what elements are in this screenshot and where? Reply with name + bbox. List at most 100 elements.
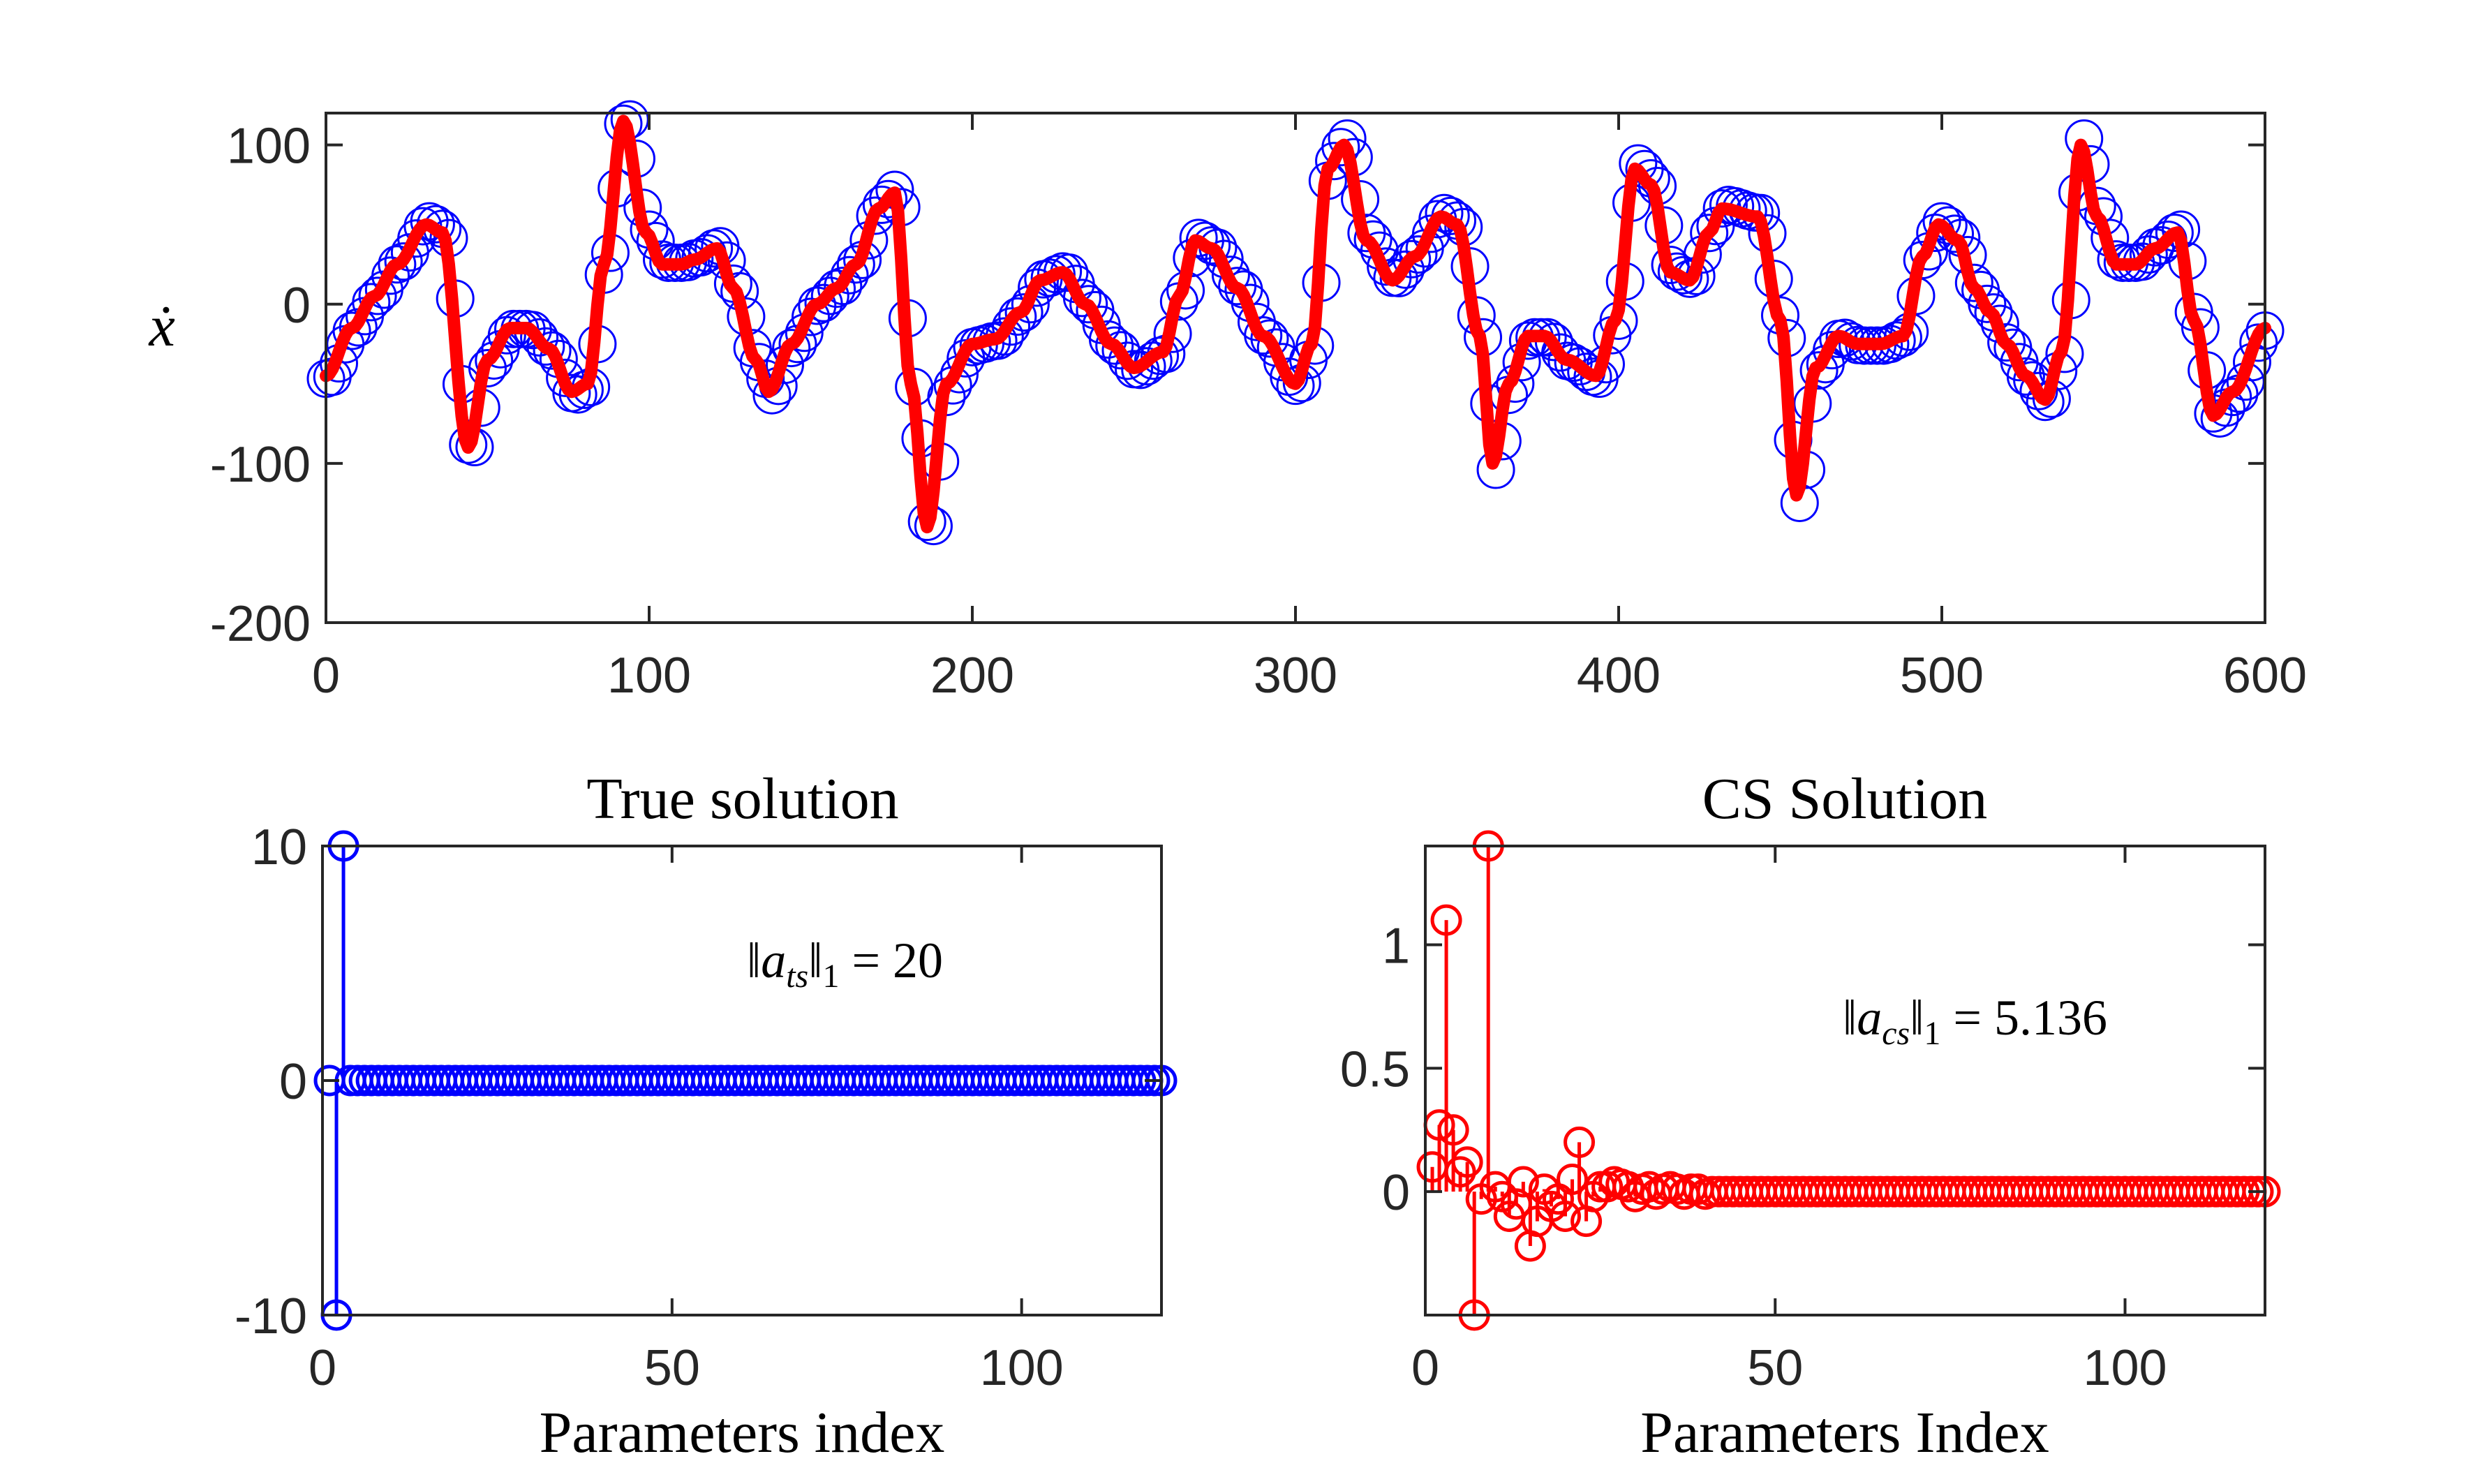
top-blue-marker	[2155, 213, 2194, 252]
left-norm-base: ‖a	[747, 933, 786, 988]
top-blue-marker	[332, 311, 371, 350]
top-blue-marker	[1211, 255, 1250, 295]
top-blue-marker	[2019, 371, 2058, 410]
top-y-tick-label: 0	[283, 278, 311, 334]
top-blue-marker	[384, 242, 423, 281]
right-stem-marker	[1437, 1114, 1469, 1146]
top-blue-marker	[798, 286, 837, 325]
top-blue-marker	[1069, 285, 1108, 324]
top-blue-marker	[1968, 284, 2007, 323]
top-blue-marker	[378, 245, 417, 284]
right-x-tick-label: 100	[2083, 1340, 2167, 1396]
top-series-group	[306, 100, 2285, 546]
left-x-axis-label: Parameters index	[540, 1400, 945, 1465]
right-y-tick-label: 0	[1382, 1165, 1410, 1221]
top-blue-marker	[869, 179, 908, 218]
right-stem-marker	[1507, 1166, 1539, 1198]
top-ticks-group: 0 100 200 300 400 500 600 -200 -100 0 100	[210, 113, 2307, 704]
right-stem-marker	[1444, 1156, 1476, 1188]
top-red-line	[320, 114, 2271, 534]
right-stem-marker	[1612, 1171, 1644, 1203]
top-blue-marker	[358, 276, 397, 316]
top-blue-marker	[792, 297, 830, 336]
right-y-tick-label: 0.5	[1340, 1041, 1410, 1097]
top-blue-marker	[1037, 255, 1076, 294]
top-blue-marker	[1393, 239, 1432, 279]
top-blue-marker	[1425, 193, 1464, 232]
top-blue-marker	[836, 245, 875, 284]
right-norm-post: ‖	[1910, 990, 1924, 1046]
top-blue-marker	[558, 375, 597, 414]
right-norm-base: ‖a	[1843, 990, 1882, 1046]
top-blue-marker	[1250, 319, 1289, 358]
top-x-tick-label: 0	[312, 648, 340, 704]
top-blue-marker	[1954, 263, 1993, 302]
top-blue-marker	[1379, 258, 1418, 297]
top-blue-marker	[1987, 323, 2026, 362]
top-blue-marker	[526, 327, 565, 366]
top-blue-marker	[520, 318, 559, 357]
right-series-group	[1416, 830, 2281, 1331]
top-blue-marker	[468, 349, 507, 388]
top-x-tick-label: 200	[930, 648, 1014, 704]
top-blue-marker	[998, 297, 1037, 336]
top-blue-marker	[1399, 235, 1438, 274]
top-blue-marker	[830, 255, 869, 295]
top-x-tick-label: 400	[1577, 648, 1661, 704]
top-blue-marker	[824, 267, 863, 306]
top-blue-marker	[1813, 331, 1852, 370]
top-blue-marker	[533, 331, 572, 370]
top-blue-marker	[2213, 378, 2252, 417]
left-norm-post: ‖	[808, 933, 822, 988]
top-line-chart: 0 100 200 300 400 500 600 -200 -100 0 100 ẋ	[148, 100, 2307, 704]
left-y-tick-label: 0	[279, 1054, 307, 1110]
top-blue-marker	[1903, 241, 1942, 280]
top-blue-marker	[1690, 214, 1729, 253]
right-stem-marker	[1430, 904, 1462, 936]
top-x-tick-label: 500	[1900, 648, 1984, 704]
left-norm-annotation: ‖ats‖1 = 20	[747, 933, 943, 995]
right-axes-box	[1424, 845, 2266, 1316]
top-blue-marker	[1799, 351, 1839, 390]
right-chart-title: CS Solution	[1702, 766, 1987, 831]
left-x-tick-label: 0	[309, 1340, 336, 1396]
top-blue-marker	[371, 256, 410, 295]
right-x-axis-label: Parameters Index	[1640, 1400, 2049, 1465]
left-y-tick-label: -10	[235, 1289, 307, 1344]
right-norm-sub: cs	[1882, 1015, 1910, 1052]
right-stem-marker	[1564, 1126, 1596, 1158]
top-blue-marker	[2006, 357, 2045, 396]
top-blue-marker	[410, 202, 449, 241]
top-blue-marker	[1541, 333, 1580, 372]
top-blue-marker	[817, 269, 856, 309]
top-blue-marker	[1004, 293, 1044, 332]
right-stem-marker	[1557, 1163, 1589, 1195]
top-x-tick-label: 100	[607, 648, 691, 704]
left-x-tick-label: 50	[644, 1340, 700, 1396]
top-blue-marker	[772, 329, 811, 368]
left-y-tick-label: 10	[251, 819, 307, 875]
top-blue-marker	[992, 307, 1031, 346]
top-y-axis-label: ẋ	[148, 294, 174, 359]
right-x-tick-label: 0	[1411, 1340, 1439, 1396]
top-blue-marker	[1095, 326, 1134, 365]
left-chart-title: True solution	[586, 766, 898, 831]
top-blue-marker	[1922, 202, 1961, 241]
top-y-tick-label: 100	[227, 119, 311, 175]
top-blue-marker	[1088, 320, 1127, 359]
top-y-tick-label: -200	[210, 596, 311, 652]
right-norm-eq: = 5.136	[1940, 990, 2107, 1046]
top-blue-marker	[2129, 235, 2168, 274]
left-norm-eq: = 20	[839, 933, 943, 988]
left-x-tick-label: 100	[980, 1340, 1064, 1396]
right-stem-marker	[1451, 1146, 1483, 1178]
top-x-tick-label: 300	[1254, 648, 1337, 704]
left-series-group	[313, 830, 1178, 1331]
top-blue-marker	[1619, 144, 1658, 183]
right-norm-annotation: ‖acs‖1 = 5.136	[1843, 990, 2107, 1052]
top-blue-marker	[1062, 279, 1101, 318]
